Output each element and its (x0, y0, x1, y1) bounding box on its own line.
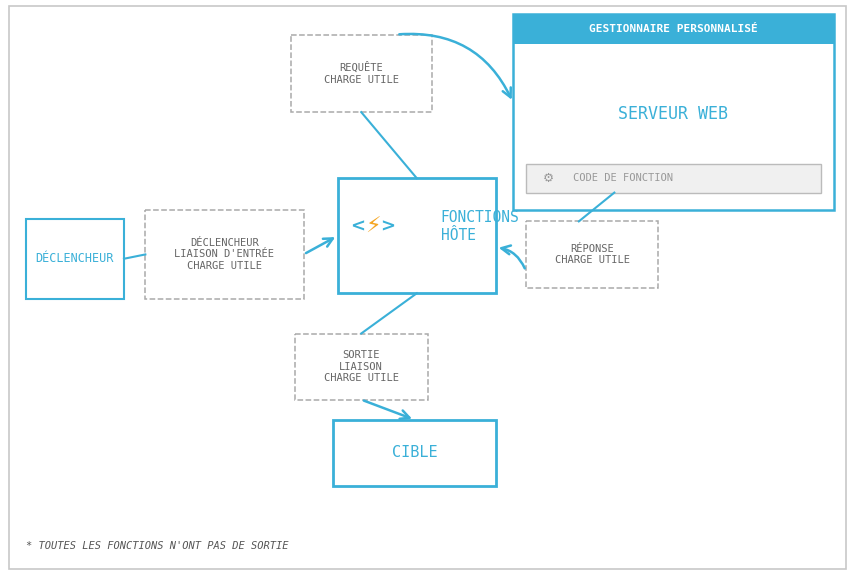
Text: FONCTIONS
HÔTE: FONCTIONS HÔTE (440, 210, 519, 243)
Text: <: < (350, 217, 364, 236)
Bar (145, 210, 304, 299)
Text: SERVEUR WEB: SERVEUR WEB (618, 105, 728, 123)
Bar (291, 34, 432, 112)
Bar (333, 420, 496, 486)
Bar (526, 221, 658, 288)
Text: GESTIONNAIRE PERSONNALISÉ: GESTIONNAIRE PERSONNALISÉ (589, 24, 758, 34)
Bar (526, 164, 821, 193)
Bar (295, 334, 428, 400)
Text: CIBLE: CIBLE (392, 445, 438, 461)
Text: CODE DE FONCTION: CODE DE FONCTION (573, 173, 673, 183)
Bar (513, 14, 834, 44)
Bar (338, 178, 496, 293)
Text: SORTIE
LIAISON
CHARGE UTILE: SORTIE LIAISON CHARGE UTILE (324, 350, 398, 383)
Text: DÉCLENCHEUR
LIAISON D'ENTRÉE
CHARGE UTILE: DÉCLENCHEUR LIAISON D'ENTRÉE CHARGE UTIL… (174, 238, 274, 271)
Bar (26, 218, 124, 299)
Text: REQUÊTE
CHARGE UTILE: REQUÊTE CHARGE UTILE (324, 62, 398, 85)
Text: DÉCLENCHEUR: DÉCLENCHEUR (36, 252, 114, 265)
Text: >: > (380, 217, 395, 236)
Text: ⚡: ⚡ (365, 217, 380, 236)
Text: ⚙: ⚙ (543, 172, 555, 185)
Bar (513, 14, 834, 210)
Text: * TOUTES LES FONCTIONS N'ONT PAS DE SORTIE: * TOUTES LES FONCTIONS N'ONT PAS DE SORT… (26, 541, 288, 551)
Text: RÉPONSE
CHARGE UTILE: RÉPONSE CHARGE UTILE (555, 244, 629, 265)
